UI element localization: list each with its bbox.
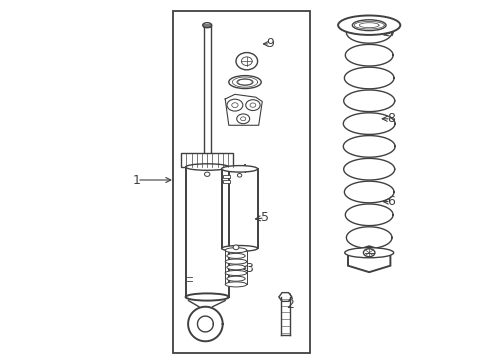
Text: 1: 1 [133,174,141,186]
Ellipse shape [338,15,400,35]
Ellipse shape [364,249,375,257]
Ellipse shape [250,103,256,107]
Text: 4: 4 [239,163,247,176]
Polygon shape [348,246,391,272]
Ellipse shape [241,117,246,121]
Ellipse shape [221,166,258,172]
Ellipse shape [225,270,247,275]
Ellipse shape [204,172,210,176]
Bar [223,175,229,178]
Bar [223,180,229,183]
Ellipse shape [203,23,212,28]
Ellipse shape [352,20,386,31]
Ellipse shape [245,100,260,111]
Ellipse shape [227,265,245,270]
Ellipse shape [233,245,239,250]
Text: 3: 3 [245,262,252,275]
Ellipse shape [186,164,229,170]
Ellipse shape [227,99,243,111]
Ellipse shape [237,79,253,85]
Polygon shape [279,293,292,301]
Ellipse shape [221,246,258,251]
Bar [173,11,310,353]
Ellipse shape [242,57,252,66]
Ellipse shape [225,248,247,253]
Ellipse shape [225,259,247,264]
Text: 6: 6 [387,195,395,208]
Text: 8: 8 [387,112,395,125]
Ellipse shape [232,103,238,108]
Ellipse shape [237,114,250,124]
Ellipse shape [229,76,261,89]
Ellipse shape [227,253,245,258]
Ellipse shape [225,282,247,287]
Ellipse shape [238,174,242,177]
Text: 5: 5 [261,211,269,224]
Text: 9: 9 [266,37,274,50]
Ellipse shape [186,293,229,301]
Text: 2: 2 [286,298,294,311]
Ellipse shape [227,276,245,281]
Ellipse shape [345,248,393,258]
Text: 7: 7 [389,26,396,39]
Bar [181,153,233,167]
Ellipse shape [236,53,258,70]
